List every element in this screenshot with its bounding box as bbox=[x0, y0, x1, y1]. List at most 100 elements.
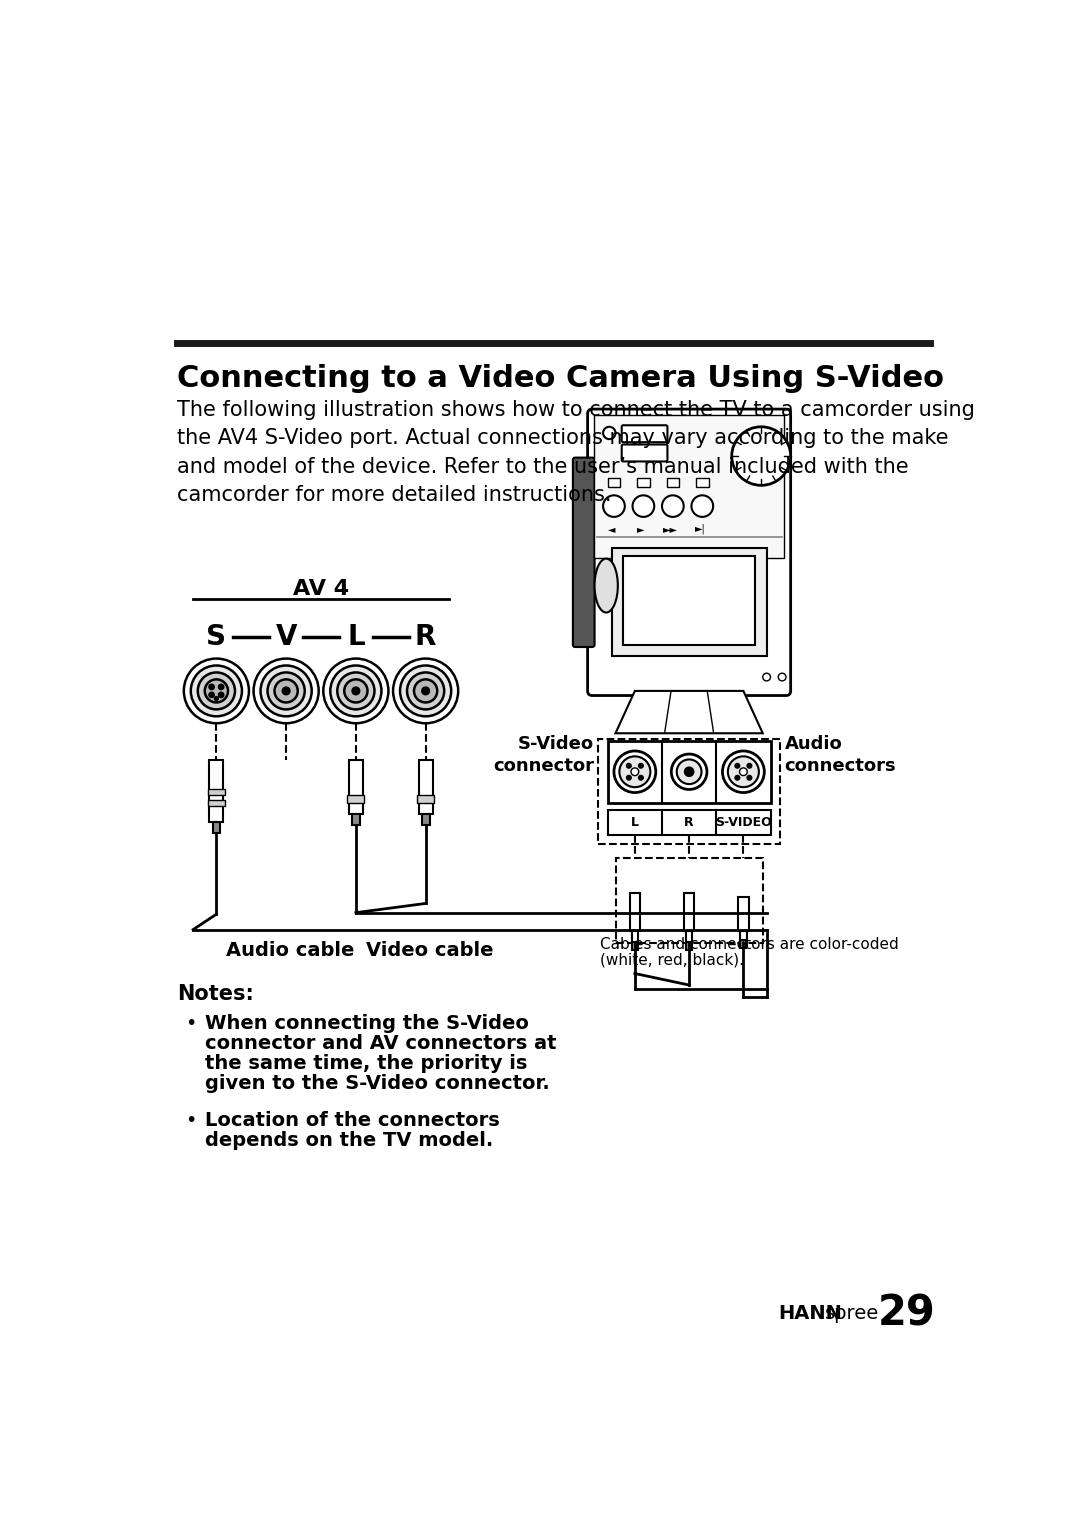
FancyBboxPatch shape bbox=[622, 425, 667, 442]
Text: Connecting to a Video Camera Using S-Video: Connecting to a Video Camera Using S-Vid… bbox=[177, 364, 944, 393]
Circle shape bbox=[393, 659, 458, 723]
Bar bbox=[685, 893, 694, 931]
Bar bbox=[740, 931, 747, 940]
Circle shape bbox=[400, 665, 451, 716]
FancyBboxPatch shape bbox=[572, 457, 595, 647]
Circle shape bbox=[282, 687, 291, 694]
Text: R: R bbox=[685, 816, 694, 829]
Bar bbox=[349, 760, 363, 813]
Circle shape bbox=[337, 673, 375, 709]
Circle shape bbox=[747, 763, 752, 768]
Bar bbox=[210, 760, 224, 821]
Text: (white, red, black).: (white, red, black). bbox=[600, 953, 744, 968]
Circle shape bbox=[191, 665, 242, 716]
Text: HANN: HANN bbox=[779, 1304, 842, 1323]
Polygon shape bbox=[616, 691, 762, 734]
Circle shape bbox=[626, 775, 631, 780]
Circle shape bbox=[422, 687, 430, 694]
Text: ◄: ◄ bbox=[608, 524, 616, 534]
Text: given to the S-Video connector.: given to the S-Video connector. bbox=[205, 1075, 550, 1093]
Bar bbox=[608, 742, 770, 803]
Ellipse shape bbox=[595, 558, 618, 613]
Bar bbox=[608, 810, 770, 835]
Circle shape bbox=[254, 659, 319, 723]
Circle shape bbox=[184, 659, 248, 723]
Bar bbox=[623, 557, 755, 645]
Bar bbox=[213, 821, 220, 833]
Text: Notes:: Notes: bbox=[177, 983, 254, 1003]
Circle shape bbox=[779, 673, 786, 680]
Circle shape bbox=[723, 751, 765, 792]
Bar bbox=[207, 800, 225, 806]
Text: and model of the device. Refer to the user’s manual included with the: and model of the device. Refer to the us… bbox=[177, 457, 908, 477]
Circle shape bbox=[208, 685, 214, 690]
Bar bbox=[738, 896, 748, 931]
Bar bbox=[686, 942, 692, 950]
Bar bbox=[417, 795, 434, 803]
Circle shape bbox=[345, 679, 367, 702]
Circle shape bbox=[603, 427, 616, 439]
Bar bbox=[352, 813, 360, 824]
Text: 29: 29 bbox=[877, 1292, 935, 1335]
Circle shape bbox=[208, 693, 214, 697]
Circle shape bbox=[633, 495, 654, 517]
Text: Cables and connectors are color-coded: Cables and connectors are color-coded bbox=[600, 937, 899, 953]
Circle shape bbox=[198, 673, 235, 709]
Bar bbox=[616, 858, 762, 943]
Circle shape bbox=[762, 673, 770, 680]
FancyBboxPatch shape bbox=[588, 410, 791, 696]
Bar bbox=[419, 760, 433, 813]
Bar bbox=[666, 477, 679, 486]
Circle shape bbox=[732, 427, 791, 485]
Text: Audio cable: Audio cable bbox=[226, 942, 354, 960]
Bar bbox=[623, 557, 755, 645]
Bar bbox=[740, 940, 746, 948]
Bar bbox=[632, 942, 637, 950]
Circle shape bbox=[619, 757, 650, 787]
Circle shape bbox=[728, 757, 759, 787]
Bar bbox=[630, 893, 639, 931]
Bar bbox=[598, 740, 780, 844]
Text: L: L bbox=[347, 622, 365, 651]
Circle shape bbox=[323, 659, 389, 723]
Bar bbox=[348, 795, 364, 803]
Text: Location of the connectors: Location of the connectors bbox=[205, 1110, 499, 1130]
Text: When connecting the S-Video: When connecting the S-Video bbox=[205, 1014, 528, 1034]
Circle shape bbox=[205, 679, 228, 702]
Circle shape bbox=[685, 768, 693, 777]
Circle shape bbox=[626, 763, 631, 768]
Text: Video cable: Video cable bbox=[366, 942, 494, 960]
Text: the same time, the priority is: the same time, the priority is bbox=[205, 1055, 527, 1073]
Circle shape bbox=[735, 775, 740, 780]
Text: connector and AV connectors at: connector and AV connectors at bbox=[205, 1034, 556, 1053]
Circle shape bbox=[352, 687, 360, 694]
Circle shape bbox=[603, 495, 625, 517]
Circle shape bbox=[215, 697, 218, 700]
Text: Audio
connectors: Audio connectors bbox=[784, 735, 896, 775]
Bar bbox=[608, 477, 620, 486]
Text: V: V bbox=[275, 622, 297, 651]
Text: the AV4 S-Video port. Actual connections may vary according to the make: the AV4 S-Video port. Actual connections… bbox=[177, 428, 948, 448]
Circle shape bbox=[414, 679, 437, 702]
Circle shape bbox=[268, 673, 305, 709]
Circle shape bbox=[613, 751, 656, 792]
Circle shape bbox=[638, 763, 644, 768]
Bar bbox=[207, 789, 225, 795]
Text: S-VIDEO: S-VIDEO bbox=[715, 816, 772, 829]
Circle shape bbox=[735, 763, 740, 768]
Text: The following illustration shows how to connect the TV to a camcorder using: The following illustration shows how to … bbox=[177, 401, 975, 420]
Text: spree: spree bbox=[825, 1304, 879, 1323]
Bar bbox=[686, 931, 692, 942]
Bar bbox=[422, 813, 430, 824]
Circle shape bbox=[274, 679, 298, 702]
Text: •: • bbox=[186, 1110, 197, 1130]
Circle shape bbox=[747, 775, 752, 780]
Bar bbox=[697, 477, 708, 486]
Text: S: S bbox=[206, 622, 227, 651]
Circle shape bbox=[260, 665, 312, 716]
Bar bbox=[611, 549, 767, 656]
Text: ►|: ►| bbox=[694, 524, 705, 535]
Text: camcorder for more detailed instructions.: camcorder for more detailed instructions… bbox=[177, 485, 611, 505]
Text: S-Video
connector: S-Video connector bbox=[492, 735, 594, 775]
Circle shape bbox=[691, 495, 713, 517]
